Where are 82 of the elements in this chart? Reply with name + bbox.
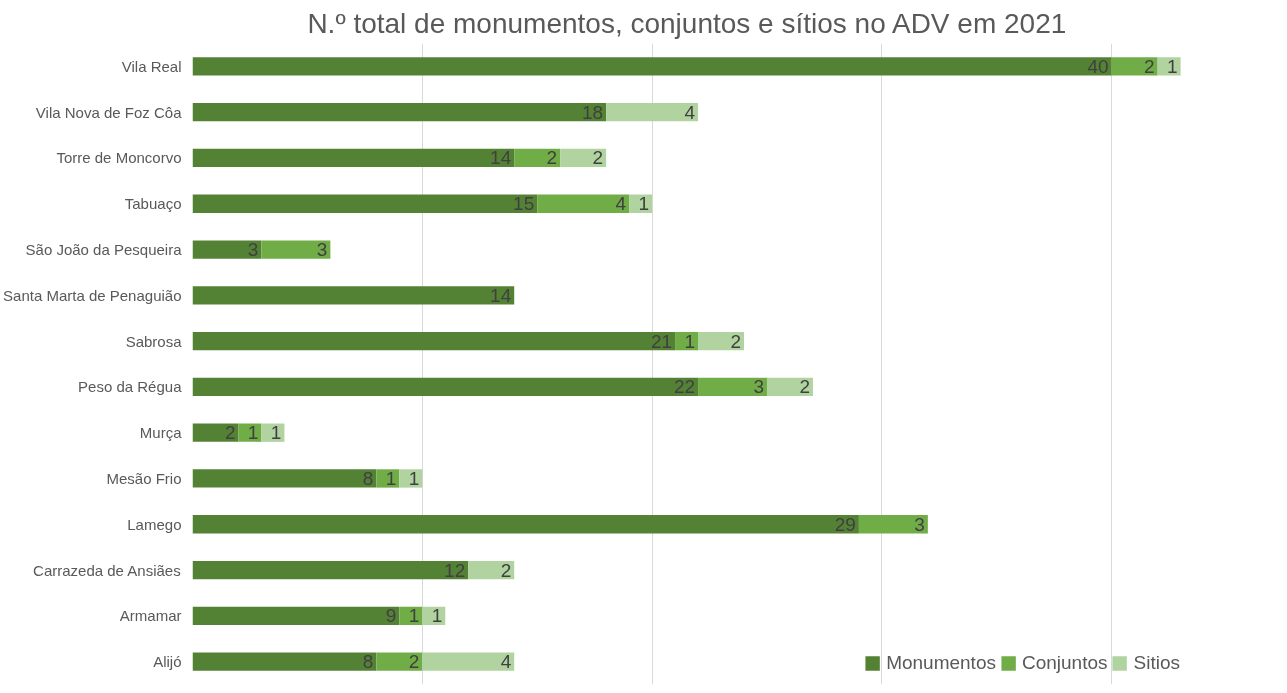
data-label: 2 xyxy=(224,422,236,444)
data-label: 3 xyxy=(753,376,764,398)
data-label: 29 xyxy=(834,513,856,535)
y-tick-label: Carrazeda de Ansiães xyxy=(33,561,181,579)
data-label: 2 xyxy=(500,559,512,581)
bar xyxy=(261,240,331,259)
bar xyxy=(192,606,400,625)
y-tick-label: Torre de Moncorvo xyxy=(56,149,182,167)
data-label: 9 xyxy=(385,605,397,627)
data-label: 40 xyxy=(1087,55,1109,77)
y-tick-label: Vila Real xyxy=(121,57,182,75)
bar xyxy=(192,560,469,580)
bar xyxy=(376,469,400,488)
legend-label: Conjuntos xyxy=(1021,652,1108,674)
data-label: 2 xyxy=(592,147,604,169)
bar xyxy=(192,194,538,213)
bar xyxy=(606,103,699,122)
legend-label: Sitios xyxy=(1133,652,1180,674)
bar xyxy=(399,469,423,488)
y-tick-label: Lamego xyxy=(127,515,182,533)
data-label: 18 xyxy=(582,101,604,123)
bar xyxy=(192,331,676,351)
bar xyxy=(514,148,561,168)
y-tick-label: Murça xyxy=(139,424,183,442)
data-label: 1 xyxy=(408,467,420,489)
data-label: 2 xyxy=(408,651,420,673)
data-label: 4 xyxy=(615,193,627,215)
bar xyxy=(537,194,630,213)
data-label: 2 xyxy=(1144,55,1155,77)
data-label: 22 xyxy=(673,376,696,398)
data-label: 1 xyxy=(638,193,650,215)
data-label: 4 xyxy=(500,651,512,673)
data-label: 2 xyxy=(799,376,810,398)
data-label: 14 xyxy=(490,147,512,169)
data-label: 15 xyxy=(513,193,535,215)
bar xyxy=(560,148,607,168)
data-label: 1 xyxy=(431,605,443,627)
bar xyxy=(858,515,928,534)
bar xyxy=(192,469,377,488)
y-tick-label: Vila Nova de Foz Côa xyxy=(35,103,183,121)
y-tick-label: Peso da Régua xyxy=(78,378,183,396)
data-label: 2 xyxy=(730,330,742,352)
y-tick-label: Armamar xyxy=(119,607,182,625)
legend-label: Monumentos xyxy=(886,652,996,674)
bar xyxy=(192,240,262,259)
bar xyxy=(192,377,699,397)
data-label: 1 xyxy=(1167,55,1178,77)
bar xyxy=(192,57,1112,76)
bar xyxy=(192,286,515,305)
y-tick-label: Santa Marta de Penaguião xyxy=(3,286,182,304)
bar xyxy=(192,148,515,168)
bar xyxy=(376,652,423,671)
data-label: 1 xyxy=(684,330,696,352)
data-label: 8 xyxy=(362,651,374,673)
bar xyxy=(192,652,377,671)
data-label: 3 xyxy=(316,239,328,261)
bar xyxy=(766,377,813,397)
bar xyxy=(698,331,745,351)
data-label: 1 xyxy=(408,605,420,627)
y-tick-label: Tabuaço xyxy=(124,195,182,213)
data-label: 1 xyxy=(385,467,397,489)
data-label: 1 xyxy=(247,422,259,444)
data-label: 14 xyxy=(490,284,512,306)
bar xyxy=(1111,57,1158,76)
bar xyxy=(192,515,859,534)
data-label: 21 xyxy=(650,330,673,352)
bar xyxy=(698,377,767,397)
y-tick-label: Mesão Frio xyxy=(106,469,182,487)
y-tick-label: Alijó xyxy=(153,653,182,671)
y-tick-label: São João da Pesqueira xyxy=(25,241,183,259)
bar xyxy=(422,652,515,671)
bar xyxy=(192,103,607,122)
data-label: 2 xyxy=(546,147,558,169)
data-label: 1 xyxy=(270,422,282,444)
y-tick-label: Sabrosa xyxy=(125,332,183,350)
data-label: 8 xyxy=(362,467,374,489)
data-label: 4 xyxy=(684,101,696,123)
bar xyxy=(1157,57,1181,76)
chart-title: N.º total de monumentos, conjuntos e sítios no ADV em 2021 xyxy=(307,7,1067,39)
data-label: 3 xyxy=(914,513,925,535)
data-label: 12 xyxy=(444,559,466,581)
data-label: 3 xyxy=(247,239,259,261)
